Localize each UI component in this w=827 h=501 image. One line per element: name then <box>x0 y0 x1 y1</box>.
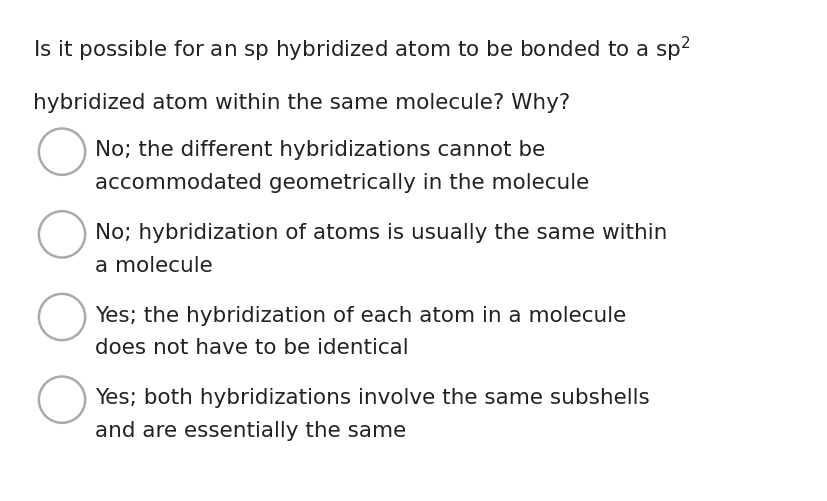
Text: Yes; both hybridizations involve the same subshells: Yes; both hybridizations involve the sam… <box>95 388 650 408</box>
Text: hybridized atom within the same molecule? Why?: hybridized atom within the same molecule… <box>33 93 571 113</box>
Text: Is it possible for an sp hybridized atom to be bonded to a sp$^{2}$: Is it possible for an sp hybridized atom… <box>33 35 691 64</box>
Text: Yes; the hybridization of each atom in a molecule: Yes; the hybridization of each atom in a… <box>95 306 626 326</box>
Text: does not have to be identical: does not have to be identical <box>95 338 409 358</box>
Ellipse shape <box>39 211 85 258</box>
Ellipse shape <box>39 129 85 175</box>
Ellipse shape <box>39 377 85 423</box>
Text: No; the different hybridizations cannot be: No; the different hybridizations cannot … <box>95 140 545 160</box>
Ellipse shape <box>39 294 85 340</box>
Text: No; hybridization of atoms is usually the same within: No; hybridization of atoms is usually th… <box>95 223 667 243</box>
Text: a molecule: a molecule <box>95 256 213 276</box>
Text: and are essentially the same: and are essentially the same <box>95 421 406 441</box>
Text: accommodated geometrically in the molecule: accommodated geometrically in the molecu… <box>95 173 590 193</box>
